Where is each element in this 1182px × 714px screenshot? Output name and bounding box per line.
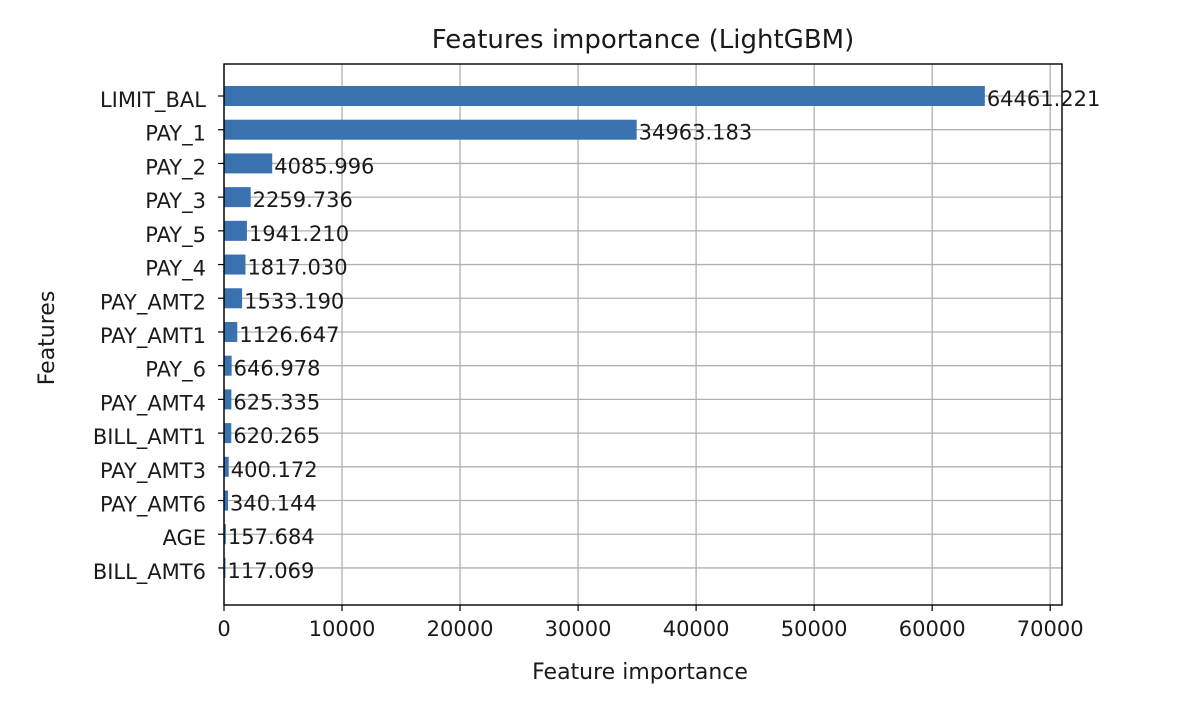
y-tick-label: AGE (162, 526, 206, 550)
bar-pay-amt3 (224, 456, 229, 477)
data-label: 64461.221 (987, 87, 1101, 111)
x-tick-label: 10000 (309, 617, 376, 641)
y-tick-label: PAY_6 (145, 358, 206, 383)
data-label: 1817.030 (247, 256, 347, 280)
bar-age (224, 524, 226, 545)
y-tick-label: PAY_1 (145, 122, 206, 147)
y-axis-ticks: LIMIT_BAL PAY_1 PAY_2 PAY_3 PAY_5 PAY_4 PAY_AM… (93, 88, 224, 585)
data-label: 340.144 (230, 492, 317, 516)
bar-pay-2 (224, 153, 273, 174)
bar-pay-4 (224, 254, 246, 275)
x-axis-label: Feature importance (532, 660, 748, 685)
bar-bill-amt1 (224, 423, 232, 444)
x-tick-label: 0 (217, 617, 230, 641)
bar-bill-amt6 (224, 557, 226, 578)
y-tick-label: PAY_4 (145, 257, 206, 282)
y-axis-label: Features (35, 291, 60, 386)
y-tick-label: PAY_5 (145, 223, 206, 248)
y-tick-label: PAY_3 (145, 189, 206, 214)
bars (224, 86, 985, 578)
y-tick-label: PAY_AMT2 (100, 290, 206, 315)
y-tick-label: BILL_AMT1 (93, 425, 206, 450)
bar-pay-3 (224, 187, 251, 208)
y-tick-label: PAY_AMT1 (100, 324, 206, 349)
chart-title: Features importance (LightGBM) (432, 25, 854, 55)
data-label: 646.978 (234, 357, 321, 381)
data-label: 117.069 (228, 559, 315, 583)
bar-pay-5 (224, 220, 247, 241)
data-label: 625.335 (233, 390, 320, 414)
y-tick-label: PAY_AMT4 (100, 391, 206, 416)
data-label: 400.172 (231, 458, 318, 482)
x-tick-label: 30000 (545, 617, 612, 641)
bar-pay-amt1 (224, 321, 238, 342)
x-axis-ticks: 0 10000 20000 30000 40000 50000 60000 70000 (217, 605, 1084, 641)
x-tick-label: 70000 (1017, 617, 1084, 641)
x-tick-label: 40000 (663, 617, 730, 641)
y-tick-label: PAY_AMT6 (100, 493, 206, 518)
bar-pay-amt4 (224, 389, 232, 410)
bar-pay-6 (224, 355, 232, 376)
y-tick-label: BILL_AMT6 (93, 560, 206, 585)
data-label: 1941.210 (249, 222, 349, 246)
data-label: 1126.647 (239, 323, 339, 347)
y-tick-label: LIMIT_BAL (100, 88, 206, 113)
bar-pay-amt6 (224, 490, 229, 511)
data-labels: 64461.221 34963.183 4085.996 2259.736 1941.2… (228, 87, 1101, 583)
data-label: 620.265 (233, 424, 320, 448)
bar-pay-amt2 (224, 288, 243, 309)
x-tick-label: 60000 (899, 617, 966, 641)
x-tick-label: 20000 (427, 617, 494, 641)
data-label: 4085.996 (274, 154, 374, 178)
data-label: 1533.190 (244, 289, 344, 313)
data-label: 34963.183 (639, 121, 753, 145)
y-tick-label: PAY_AMT3 (100, 459, 206, 484)
grid (223, 64, 1062, 605)
plot-frame (223, 63, 1063, 606)
bar-pay-1 (224, 119, 637, 140)
y-tick-label: PAY_2 (145, 155, 206, 180)
data-label: 157.684 (228, 525, 315, 549)
bar-limit-bal (224, 86, 985, 106)
data-label: 2259.736 (253, 188, 353, 212)
x-tick-label: 50000 (781, 617, 848, 641)
